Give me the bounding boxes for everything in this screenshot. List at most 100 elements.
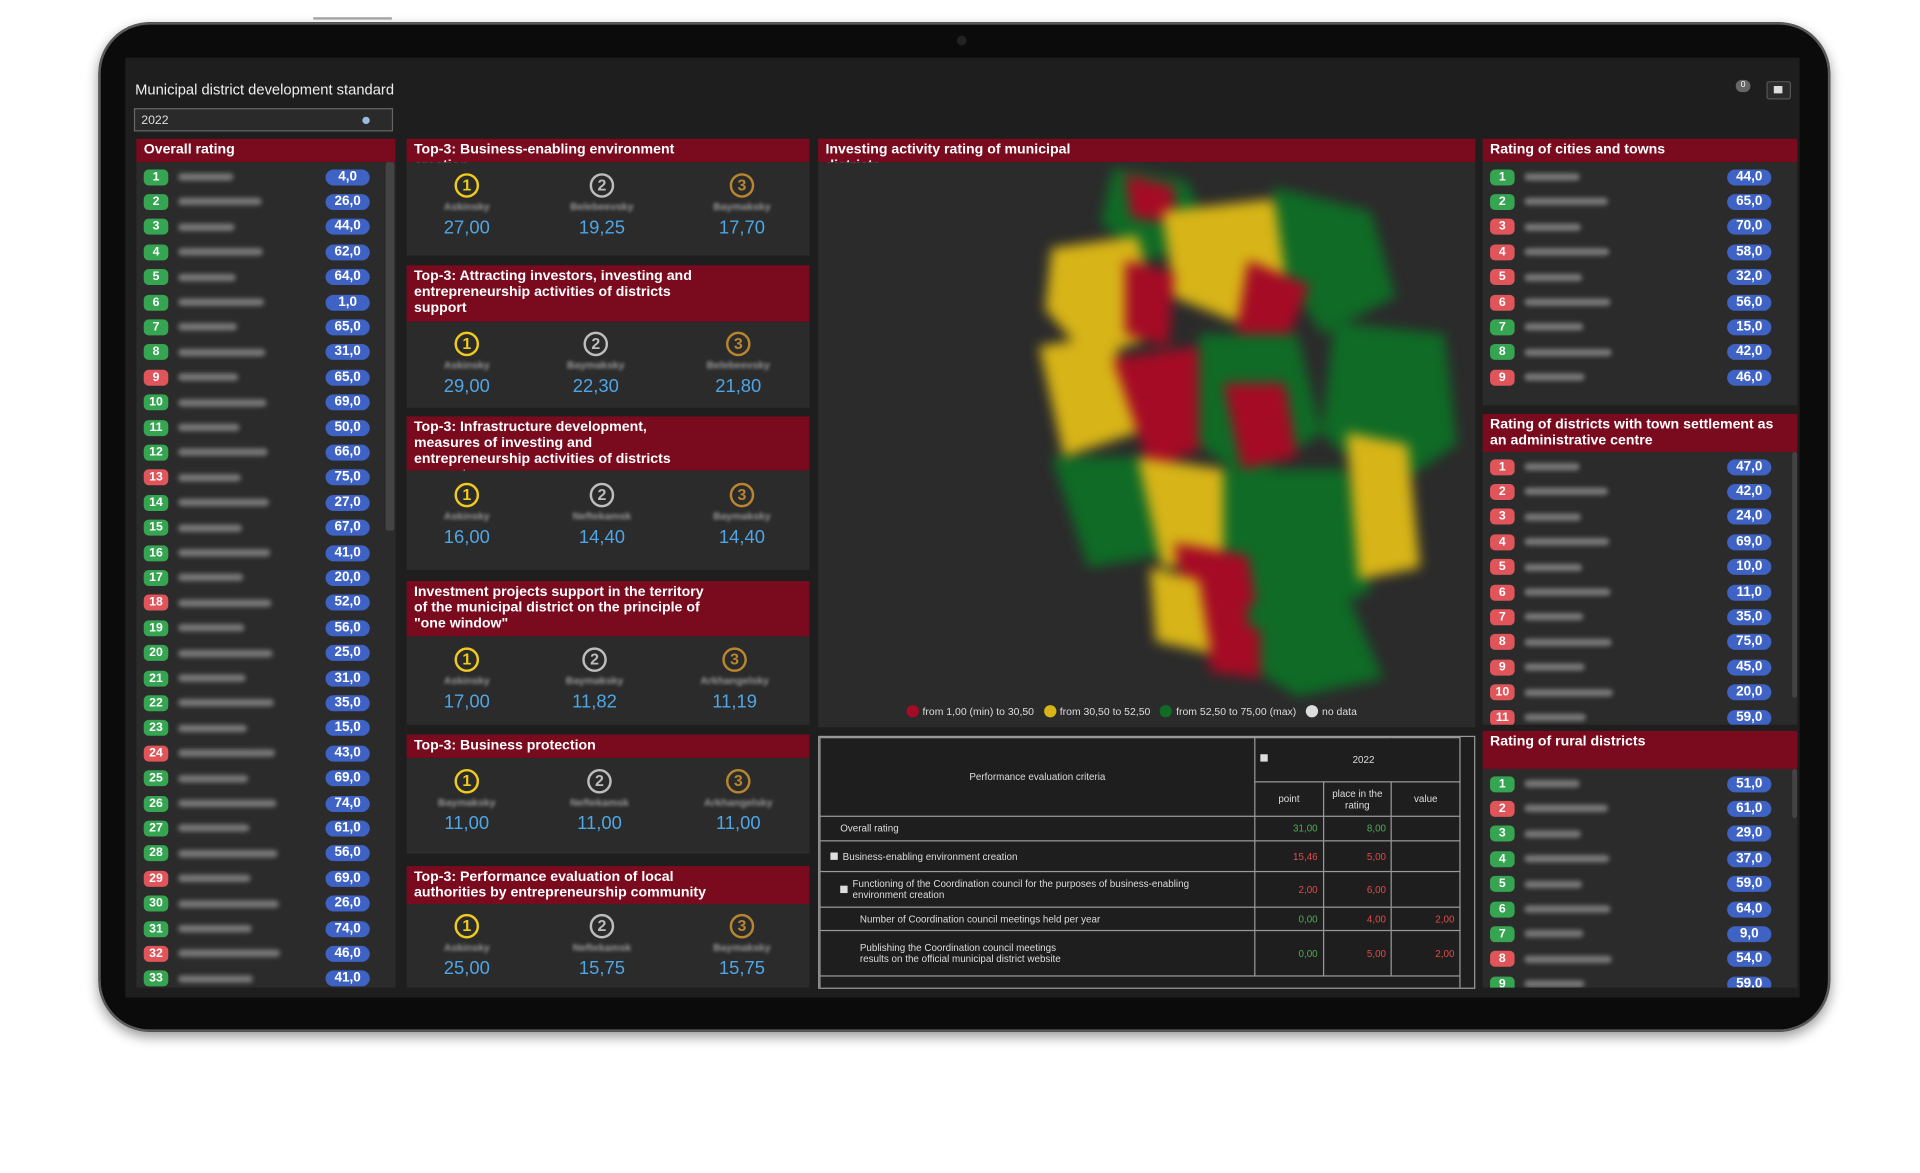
table-row — [819, 975, 1461, 988]
rating-value: 61,0 — [325, 820, 370, 837]
panel-header: Top-3: Attracting investors, investing a… — [406, 265, 810, 322]
district-name: Askinsky — [443, 200, 490, 213]
rating-value: 42,0 — [1727, 344, 1772, 361]
rating-value: 62,0 — [325, 244, 370, 261]
rating-value: 75,0 — [1727, 634, 1772, 651]
rating-value: 26,0 — [325, 895, 370, 912]
legend-swatch — [1306, 705, 1319, 718]
rank-badge: 4 — [1490, 244, 1515, 261]
rank-badge: 3 — [1490, 219, 1515, 235]
value-cell — [1390, 815, 1461, 842]
place-value: 8,00 — [1366, 823, 1387, 835]
rank-badge: 5 — [1490, 269, 1515, 286]
panel-header: Top-3: Business protection — [406, 734, 810, 758]
collapse-icon — [840, 885, 848, 894]
rank-badge: 9 — [1490, 659, 1515, 676]
rank-badge: 2 — [1490, 483, 1515, 500]
legend-swatch — [906, 705, 919, 718]
rating-value: 41,0 — [325, 970, 370, 987]
rating-value: 41,0 — [325, 544, 370, 561]
panel-title: Investment projects support in the terri… — [413, 584, 704, 632]
top3-body: 1 Askinsky 27,00 2 Belebeevsky 19,25 3 Baymaksk… — [406, 162, 810, 256]
panel-title: Top-3: Business protection — [413, 738, 596, 754]
rank-badge: 17 — [143, 569, 169, 586]
panel-title: Rating of districts with town settlement… — [1490, 417, 1774, 449]
rating-value: 37,0 — [1727, 850, 1772, 867]
rank-badge: 8 — [143, 344, 169, 361]
year-select[interactable]: 2022 — [133, 108, 394, 132]
map-region — [1223, 469, 1371, 629]
panel-header: Top-3: Performance evaluation of local a… — [406, 866, 810, 905]
point-value: 31,00 — [1293, 823, 1318, 835]
rating-value: 42,0 — [1727, 483, 1772, 500]
rating-value: 61,0 — [1727, 800, 1772, 817]
criteria-cell: Business-enabling environment creation — [819, 840, 1256, 873]
rank-badge: 20 — [143, 645, 169, 661]
rating-value: 9,0 — [1727, 926, 1772, 943]
map-region — [1039, 334, 1138, 457]
blurred-name — [1524, 513, 1581, 521]
rank-badge: 7 — [143, 319, 169, 336]
rating-list: 1 47,0 2 42,0 3 24,0 4 69,0 5 10,0 6 11,0 7 35,0 8 75,0… — [1482, 452, 1798, 725]
rank-badge: 2 — [143, 193, 169, 210]
top3-body: 1 Baymaksky 11,00 2 Neftekamsk 11,00 3 Arkhange… — [406, 757, 810, 854]
panel-title: Overall rating — [143, 142, 235, 158]
panel-header: Rating of rural districts — [1482, 730, 1798, 769]
rank-badge: 19 — [143, 619, 169, 636]
panel-header: Investment projects support in the terri… — [406, 581, 810, 637]
blurred-name — [1524, 373, 1585, 382]
rating-value: 15,0 — [1727, 319, 1772, 336]
rank-badge: 1 — [143, 168, 169, 185]
blurred-name — [178, 574, 244, 582]
legend-swatch — [1160, 705, 1173, 718]
column-header: value — [1390, 781, 1461, 817]
blurred-name — [178, 874, 251, 883]
blurred-name — [178, 524, 242, 532]
region-map — [1039, 168, 1457, 697]
blurred-name — [178, 223, 235, 231]
notification-badge[interactable]: 0 — [1735, 79, 1751, 93]
rating-value: 44,0 — [1727, 168, 1772, 185]
place-medal: 2 — [583, 332, 609, 357]
rating-value: 69,0 — [325, 770, 370, 787]
place-medal: 3 — [725, 769, 751, 794]
value-cell — [1390, 840, 1461, 873]
rank-badge: 25 — [143, 770, 169, 787]
district-name: Arkhangelsky — [704, 796, 773, 809]
place-medal: 3 — [729, 173, 755, 198]
blurred-name — [178, 649, 273, 657]
blurred-name — [1524, 198, 1608, 206]
top3-value: 29,00 — [443, 376, 490, 398]
rating-value: 31,0 — [325, 344, 370, 361]
rank-badge: 3 — [143, 219, 169, 235]
criteria-label: Number of Coordination council meetings … — [859, 913, 1101, 925]
legend-swatch — [1043, 705, 1057, 718]
value-value: 2,00 — [1435, 947, 1455, 959]
logout-button[interactable] — [1766, 81, 1792, 100]
rating-value: 69,0 — [325, 870, 370, 887]
rank-badge: 2 — [1490, 193, 1515, 210]
blurred-name — [178, 198, 262, 206]
rank-badge: 6 — [1490, 901, 1515, 918]
blurred-name — [1524, 173, 1580, 181]
district-name: Askinsky — [443, 359, 490, 372]
district-name: Arkhangelsky — [700, 673, 769, 687]
scrollbar — [385, 162, 395, 531]
rank-badge: 11 — [143, 419, 169, 436]
district-name: Belebeevsky — [706, 359, 770, 372]
table-subheader-row: point place in the rating value — [820, 781, 1461, 817]
map-region — [1198, 616, 1261, 679]
place-medal: 1 — [454, 173, 480, 198]
blurred-name — [1524, 273, 1583, 281]
panel-title: Top-3: Performance evaluation of local a… — [413, 869, 706, 901]
rating-value: 10,0 — [1727, 559, 1772, 576]
map-region — [1112, 346, 1212, 470]
top3-value: 22,30 — [572, 376, 619, 398]
rating-value: 54,0 — [1727, 951, 1772, 968]
value-cell: 2,00 — [1390, 929, 1461, 977]
top3-value: 19,25 — [578, 217, 625, 239]
rating-value: 46,0 — [1727, 369, 1772, 386]
criteria-label: Publishing the Coordination council meet… — [859, 942, 1061, 965]
column-header: place in the rating — [1322, 781, 1393, 817]
blurred-name — [178, 173, 234, 181]
